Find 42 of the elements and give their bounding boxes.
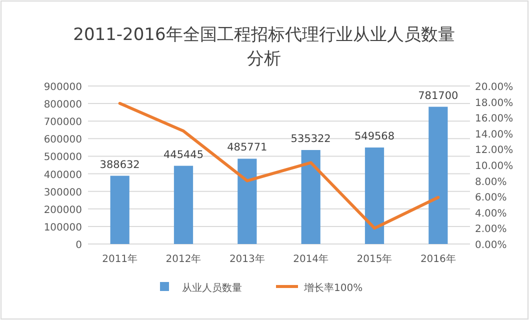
x-tick-label: 2012年 [166,253,202,265]
chart-title: 2011-2016年全国工程招标代理行业从业人员数量分析 [73,25,455,69]
legend-label: 增长率100% [303,282,363,294]
y-tick-label: 800000 [44,100,82,111]
y2-tick-label: 16.00% [475,114,514,125]
data-label: 485771 [227,142,268,154]
data-label: 781700 [418,90,458,102]
bar [364,148,384,244]
x-tick-label: 2014年 [293,253,329,265]
y-tick-label: 100000 [44,222,82,234]
bar [428,106,448,244]
data-label: 445445 [163,148,204,161]
x-tick-label: 2016年 [420,253,456,265]
x-tick-label: 2015年 [356,253,392,265]
y2-tick-label: 10.00% [475,161,514,172]
y-tick-label: 700000 [44,117,82,128]
y-tick-label: 200000 [44,204,82,216]
y2-tick-label: 18.00% [475,98,514,109]
y-tick-label: 600000 [44,134,82,146]
y2-tick-label: 8.00% [475,176,507,188]
y2-tick-label: 0.00% [475,240,507,251]
x-tick-label: 2011年 [102,253,138,265]
data-label: 388632 [100,158,140,171]
bar [174,166,194,244]
legend-label: 从业人员数量 [182,282,242,294]
bar [301,150,320,244]
y-tick-label: 0 [76,240,82,251]
bar [110,176,130,244]
y-tick-label: 400000 [44,170,82,181]
bar [238,158,257,244]
y-tick-label: 900000 [44,82,82,93]
y-tick-label: 500000 [44,152,82,164]
y2-tick-label: 2.00% [475,224,507,236]
data-label: 535322 [290,133,331,146]
y2-tick-label: 20.00% [475,82,514,93]
y2-tick-label: 12.00% [475,145,514,156]
y2-tick-label: 4.00% [475,208,507,220]
data-label: 549568 [354,130,395,143]
x-tick-label: 2013年 [229,253,265,265]
y2-tick-label: 6.00% [475,192,507,204]
y2-tick-label: 14.00% [475,129,514,140]
y-tick-label: 300000 [44,187,82,198]
